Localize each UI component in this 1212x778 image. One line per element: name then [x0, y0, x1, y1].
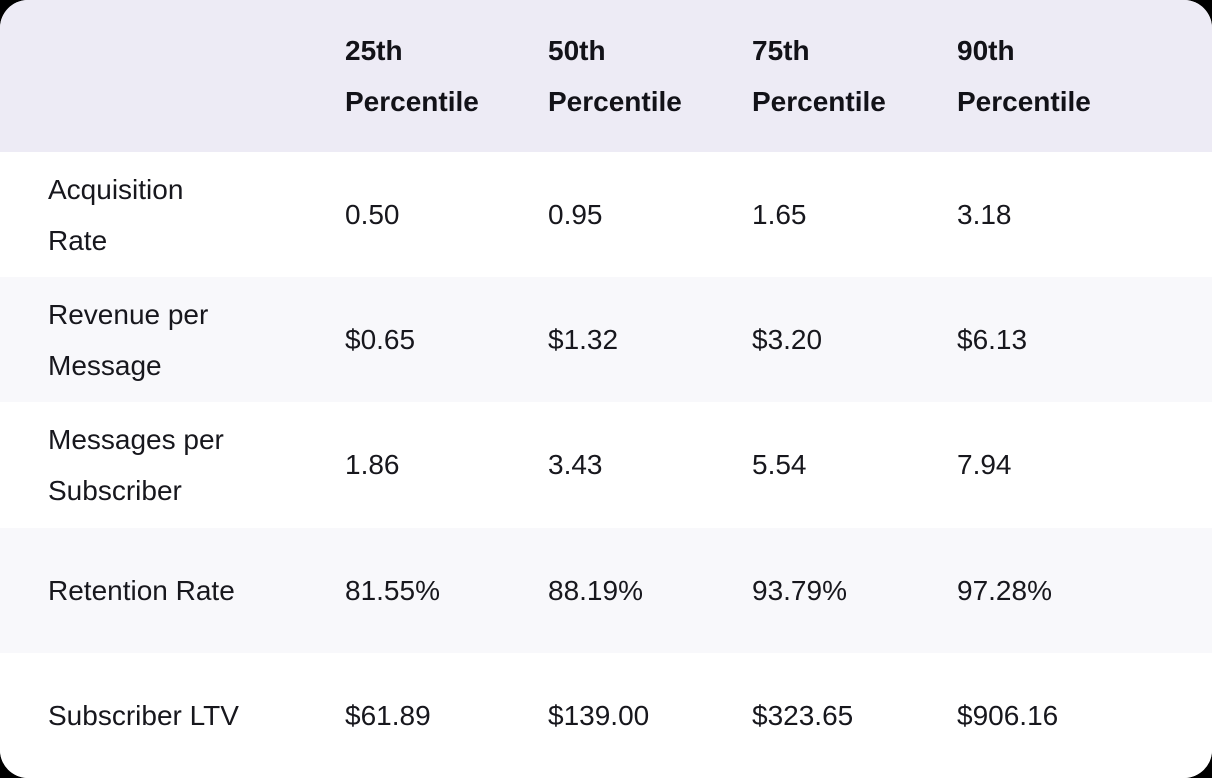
- row-label-line: Revenue per: [48, 298, 209, 330]
- cell-acquisition-rate-p75: 1.65: [752, 199, 807, 231]
- cell-revenue-per-message-p90: $6.13: [957, 324, 1028, 356]
- cell-subscriber-ltv-p75: $323.65: [752, 699, 854, 731]
- row-label-messages-per-subscriber: Messages per Subscriber: [0, 414, 321, 516]
- table-row-acquisition-rate: Acquisition Rate 0.50 0.95 1.65 3.18: [0, 152, 1212, 278]
- row-label-line: Subscriber: [48, 474, 182, 506]
- cell-subscriber-ltv-p90: $906.16: [957, 699, 1059, 731]
- header-cell-50th-percentile: 50th Percentile: [524, 25, 728, 127]
- row-label-subscriber-ltv: Subscriber LTV: [0, 690, 321, 741]
- column-header-label: 25th Percentile: [345, 35, 479, 117]
- table-row-subscriber-ltv: Subscriber LTV $61.89 $139.00 $323.65 $9…: [0, 652, 1212, 778]
- cell-retention-rate-p90: 97.28%: [957, 574, 1052, 606]
- table-row-messages-per-subscriber: Messages per Subscriber 1.86 3.43 5.54 7…: [0, 402, 1212, 528]
- table-row-retention-rate: Retention Rate 81.55% 88.19% 93.79% 97.2…: [0, 527, 1212, 653]
- column-header-label: 75th Percentile: [752, 35, 886, 117]
- cell-messages-per-subscriber-p50: 3.43: [548, 449, 603, 481]
- header-cell-75th-percentile: 75th Percentile: [728, 25, 933, 127]
- cell-revenue-per-message-p25: $0.65: [345, 324, 416, 356]
- cell-subscriber-ltv-p25: $61.89: [345, 699, 431, 731]
- row-label-acquisition-rate: Acquisition Rate: [0, 164, 321, 266]
- header-cell-90th-percentile: 90th Percentile: [933, 25, 1212, 127]
- cell-messages-per-subscriber-p25: 1.86: [345, 449, 400, 481]
- column-header-label: 50th Percentile: [548, 35, 682, 117]
- cell-acquisition-rate-p90: 3.18: [957, 199, 1012, 231]
- cell-retention-rate-p25: 81.55%: [345, 574, 440, 606]
- column-header-label: 90th Percentile: [957, 35, 1091, 117]
- row-label-line: Acquisition: [48, 173, 184, 205]
- header-cell-25th-percentile: 25th Percentile: [321, 25, 524, 127]
- row-label-line: Subscriber LTV: [48, 699, 239, 731]
- cell-retention-rate-p75: 93.79%: [752, 574, 847, 606]
- table-row-revenue-per-message: Revenue per Message $0.65 $1.32 $3.20 $6…: [0, 277, 1212, 403]
- table-header-row: 25th Percentile 50th Percentile 75th Per…: [0, 0, 1212, 152]
- cell-acquisition-rate-p25: 0.50: [345, 199, 400, 231]
- row-label-line: Messages per: [48, 423, 224, 455]
- cell-revenue-per-message-p75: $3.20: [752, 324, 823, 356]
- row-label-revenue-per-message: Revenue per Message: [0, 289, 321, 391]
- row-label-line: Rate: [48, 224, 108, 256]
- cell-acquisition-rate-p50: 0.95: [548, 199, 603, 231]
- cell-messages-per-subscriber-p90: 7.94: [957, 449, 1012, 481]
- row-label-line: Message: [48, 349, 162, 381]
- cell-subscriber-ltv-p50: $139.00: [548, 699, 650, 731]
- cell-revenue-per-message-p50: $1.32: [548, 324, 619, 356]
- row-label-retention-rate: Retention Rate: [0, 565, 321, 616]
- row-label-line: Retention Rate: [48, 574, 235, 606]
- cell-retention-rate-p50: 88.19%: [548, 574, 643, 606]
- cell-messages-per-subscriber-p75: 5.54: [752, 449, 807, 481]
